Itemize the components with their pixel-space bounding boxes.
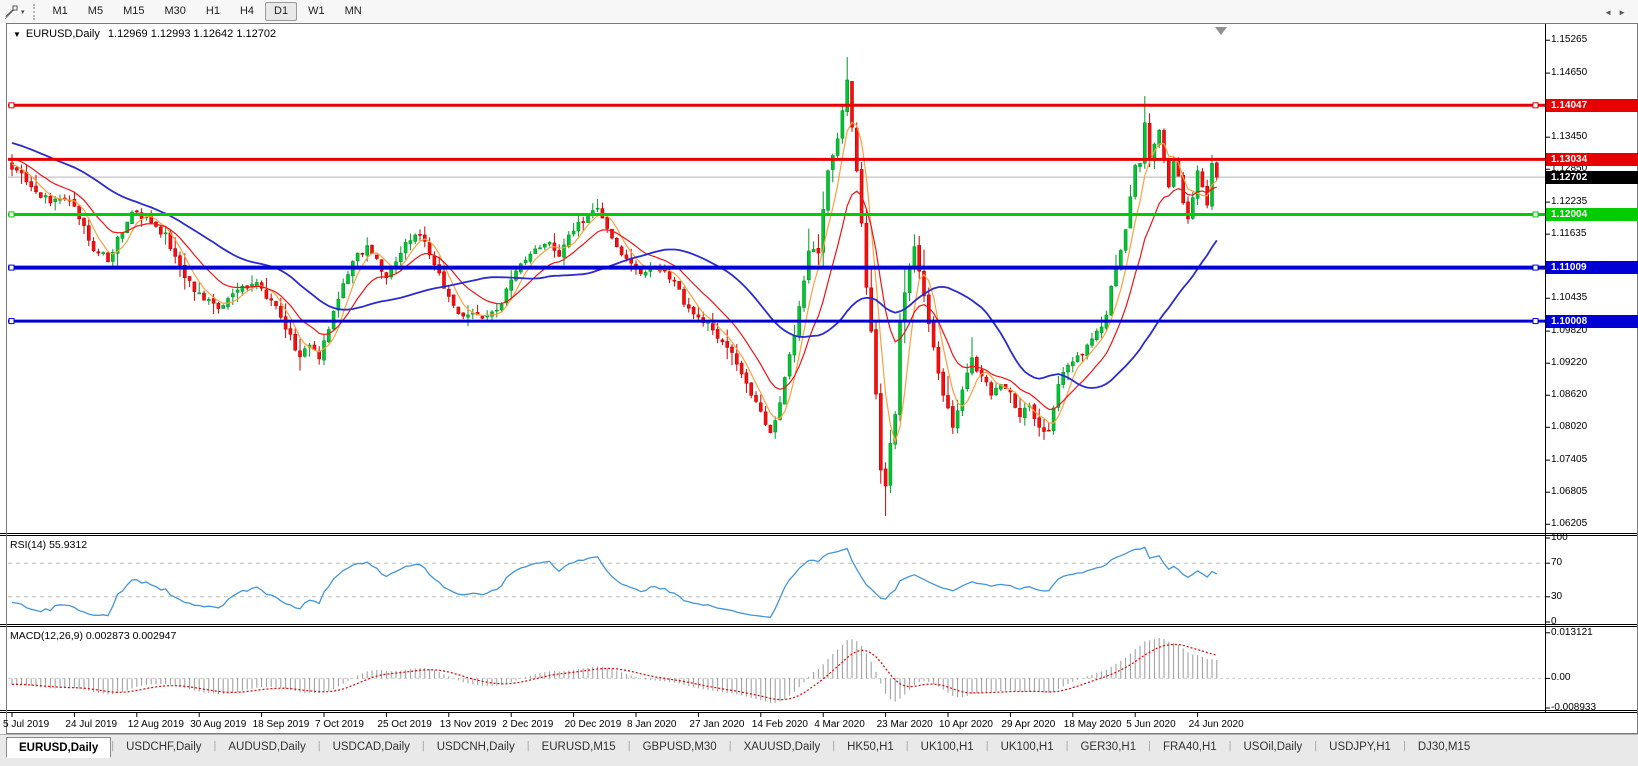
chart-tab-fra40-h1[interactable]: FRA40,H1 xyxy=(1162,741,1217,753)
chart-tab-dj30-m15[interactable]: DJ30,M15 xyxy=(1417,741,1471,753)
hline-handle[interactable] xyxy=(8,102,15,109)
tab-separator: | xyxy=(1065,740,1069,752)
timeframe-button-m5[interactable]: M5 xyxy=(87,5,104,17)
chart-tab-eurusd-m15[interactable]: EURUSD,M15 xyxy=(541,741,616,753)
hline-handle[interactable] xyxy=(8,318,15,325)
hline-handle[interactable] xyxy=(1532,318,1539,325)
chart-window[interactable]: ▼ EURUSD,Daily 1.12969 1.12993 1.12642 1.1… xyxy=(0,23,1638,734)
moving-average-ema13 xyxy=(11,157,1218,411)
tab-separator: | xyxy=(1148,740,1151,752)
chart-tab-hk50-h1[interactable]: HK50,H1 xyxy=(847,741,894,753)
timeframe-button-h4[interactable]: H4 xyxy=(239,5,255,17)
tab-scroll-arrows[interactable]: ◄► xyxy=(1604,8,1632,17)
moving-average-sma34 xyxy=(11,142,1218,389)
chart-tab-bar: EURUSD,Daily | USDCHF,Daily | AUDUSD,Daily | U… xyxy=(0,734,1638,766)
chart-tab-gbpusd-m30[interactable]: GBPUSD,M30 xyxy=(642,741,717,753)
hline-handle[interactable] xyxy=(1532,211,1539,218)
hline-handle[interactable] xyxy=(8,211,15,218)
tab-separator: | xyxy=(728,740,732,752)
chart-canvas[interactable] xyxy=(0,23,1638,734)
chart-tab-usoil-daily[interactable]: USOil,Daily xyxy=(1243,741,1303,753)
tab-separator: | xyxy=(1402,740,1406,752)
hline-handle[interactable] xyxy=(1532,264,1539,271)
chart-tab-uk100-h1[interactable]: UK100,H1 xyxy=(1000,741,1054,753)
chart-shift-marker-icon[interactable] xyxy=(1215,27,1227,35)
tab-separator: | xyxy=(111,740,115,752)
chart-tab-usdchf-daily[interactable]: USDCHF,Daily xyxy=(126,741,202,753)
tab-separator: | xyxy=(832,740,836,752)
timeframe-button-h1[interactable]: H1 xyxy=(205,5,220,17)
timeframe-button-mn[interactable]: MN xyxy=(344,5,362,17)
tab-separator: | xyxy=(526,740,530,752)
chart-tab-usdcad-daily[interactable]: USDCAD,Daily xyxy=(332,741,410,753)
tab-separator: | xyxy=(905,740,909,752)
toolbar-grip xyxy=(32,3,35,20)
timeframe-button-d1[interactable]: D1 xyxy=(265,2,298,21)
timeframe-toolbar: ▾ M1 M5 M15 M30 H1 H4 D1 W1 MN xyxy=(0,0,1638,24)
tab-separator: | xyxy=(213,740,217,752)
chart-tab-xauusd-daily[interactable]: XAUUSD,Daily xyxy=(743,741,821,753)
tab-separator: | xyxy=(1228,740,1232,752)
chart-tab-eurusd-daily[interactable]: EURUSD,Daily xyxy=(6,737,112,758)
hline-handle[interactable] xyxy=(1532,102,1539,109)
crosshair-tool-icon[interactable] xyxy=(1,3,21,21)
chart-tab-usdcnh-daily[interactable]: USDCNH,Daily xyxy=(436,741,515,753)
timeframe-buttons: M1 M5 M15 M30 H1 H4 D1 W1 MN xyxy=(43,2,372,21)
hline-handle[interactable] xyxy=(8,264,15,271)
timeframe-button-w1[interactable]: W1 xyxy=(308,5,325,17)
macd-histogram xyxy=(11,638,1218,703)
chart-tab-audusd-daily[interactable]: AUDUSD,Daily xyxy=(228,741,306,753)
tab-separator: | xyxy=(317,740,321,752)
chart-tab-usdjpy-h1[interactable]: USDJPY,H1 xyxy=(1329,741,1391,753)
timeframe-button-m1[interactable]: M1 xyxy=(52,5,68,17)
tab-separator: | xyxy=(627,740,631,752)
macd-signal-line xyxy=(11,643,1217,701)
chart-tab-ger30-h1[interactable]: GER30,H1 xyxy=(1080,741,1137,753)
candlestick-series xyxy=(10,57,1219,516)
tab-separator: | xyxy=(1314,740,1318,752)
rsi-line xyxy=(11,546,1218,618)
tab-separator: | xyxy=(985,740,989,752)
tool-dropdown-icon[interactable]: ▾ xyxy=(21,8,25,16)
moving-average-sma5 xyxy=(11,121,1218,444)
tab-separator: | xyxy=(421,740,425,752)
timeframe-button-m30[interactable]: M30 xyxy=(164,5,186,17)
timeframe-button-m15[interactable]: M15 xyxy=(123,5,145,17)
chart-tab-uk100-h1[interactable]: UK100,H1 xyxy=(920,741,974,753)
